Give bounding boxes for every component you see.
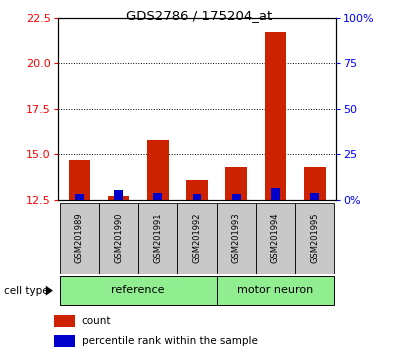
Bar xyxy=(265,32,286,200)
Bar xyxy=(147,140,169,200)
Text: cell type: cell type xyxy=(4,286,49,296)
Bar xyxy=(108,196,129,200)
Text: GSM201994: GSM201994 xyxy=(271,213,280,263)
Bar xyxy=(114,190,123,200)
Bar xyxy=(310,193,319,200)
Bar xyxy=(193,194,201,200)
Bar xyxy=(225,167,247,200)
Text: GSM201991: GSM201991 xyxy=(153,213,162,263)
Text: GSM201989: GSM201989 xyxy=(75,213,84,263)
Text: GSM201993: GSM201993 xyxy=(232,213,241,263)
Bar xyxy=(217,202,256,274)
Text: motor neuron: motor neuron xyxy=(237,285,314,295)
Bar xyxy=(60,276,217,304)
Text: GSM201992: GSM201992 xyxy=(193,213,201,263)
Bar xyxy=(138,202,178,274)
Polygon shape xyxy=(46,286,53,296)
Bar xyxy=(75,194,84,200)
Text: reference: reference xyxy=(111,285,165,295)
Bar xyxy=(295,202,334,274)
Bar xyxy=(54,315,75,327)
Bar xyxy=(232,194,240,200)
Bar xyxy=(186,180,208,200)
Text: GSM201990: GSM201990 xyxy=(114,213,123,263)
Text: GSM201995: GSM201995 xyxy=(310,213,319,263)
Bar xyxy=(60,202,99,274)
Bar xyxy=(68,160,90,200)
Text: percentile rank within the sample: percentile rank within the sample xyxy=(82,336,258,346)
Bar xyxy=(271,188,280,200)
Bar xyxy=(178,202,217,274)
Bar xyxy=(217,276,334,304)
Bar xyxy=(99,202,138,274)
Text: GDS2786 / 175204_at: GDS2786 / 175204_at xyxy=(126,9,272,22)
Bar xyxy=(154,193,162,200)
Text: count: count xyxy=(82,316,111,326)
Bar xyxy=(256,202,295,274)
Bar xyxy=(54,335,75,347)
Bar xyxy=(304,167,326,200)
